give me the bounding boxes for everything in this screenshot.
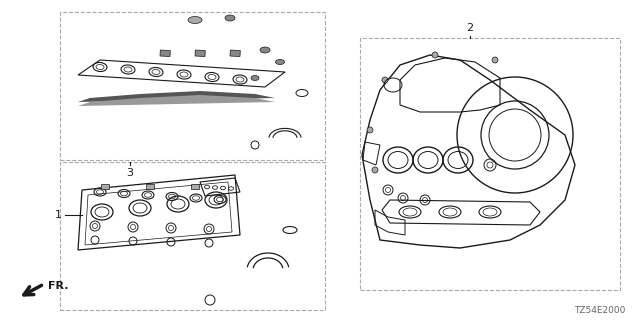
Bar xyxy=(146,184,154,189)
Bar xyxy=(160,50,170,57)
Bar xyxy=(191,184,199,189)
Circle shape xyxy=(432,52,438,58)
Polygon shape xyxy=(78,91,275,102)
Text: 3: 3 xyxy=(127,168,134,178)
Text: 2: 2 xyxy=(467,23,474,33)
Ellipse shape xyxy=(275,60,285,65)
Bar xyxy=(195,50,205,57)
Ellipse shape xyxy=(188,17,202,23)
Text: TZ54E2000: TZ54E2000 xyxy=(573,306,625,315)
Text: 1: 1 xyxy=(55,210,62,220)
Circle shape xyxy=(492,57,498,63)
Circle shape xyxy=(382,77,388,83)
Ellipse shape xyxy=(260,47,270,53)
Ellipse shape xyxy=(251,76,259,81)
Circle shape xyxy=(372,167,378,173)
Text: FR.: FR. xyxy=(48,281,68,291)
Ellipse shape xyxy=(225,15,235,21)
Polygon shape xyxy=(78,95,275,106)
Bar xyxy=(230,50,240,57)
Bar xyxy=(101,184,109,189)
Circle shape xyxy=(367,127,373,133)
